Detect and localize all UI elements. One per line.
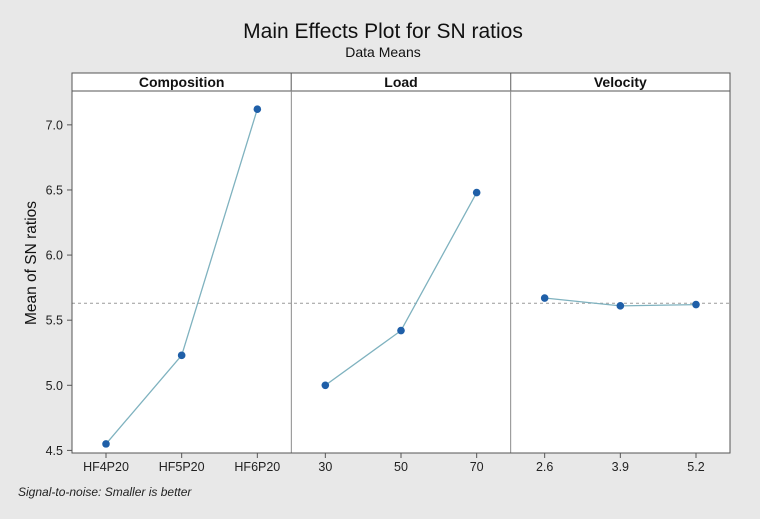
y-tick-label: 4.5 [46, 444, 63, 458]
data-point [540, 294, 549, 302]
plot-frame [71, 72, 731, 454]
panel-label: Load [384, 74, 417, 90]
y-tick-label: 6.5 [46, 183, 63, 197]
panel-label: Velocity [594, 74, 647, 90]
y-tick-label: 5.5 [46, 314, 63, 328]
chart-subtitle: Data Means [345, 44, 420, 60]
x-tick-label: HF5P20 [159, 460, 205, 474]
y-axis-label: Mean of SN ratios [23, 201, 40, 325]
x-tick-label: 30 [318, 460, 332, 474]
data-point [397, 326, 405, 335]
data-point [321, 381, 330, 390]
x-tick-label: 2.6 [536, 460, 553, 474]
panels: Composition HF4P20 HF5P20 HF6P20 Load 30 50 70 V… [71, 72, 731, 474]
data-point [692, 300, 700, 309]
x-tick-label: 3.9 [612, 460, 629, 474]
x-tick-label: 50 [394, 460, 408, 474]
data-point [616, 302, 625, 310]
y-axis: 4.5 5.0 5.5 6.0 6.5 7.0 [46, 118, 72, 458]
data-point [102, 440, 110, 448]
x-tick-label: 70 [470, 460, 484, 474]
y-tick-label: 7.0 [46, 118, 63, 132]
footnote: Signal-to-noise: Smaller is better [18, 485, 192, 499]
data-point [253, 105, 262, 114]
x-tick-label: 5.2 [687, 460, 704, 474]
y-tick-label: 5.0 [46, 379, 63, 393]
x-tick-label: HF6P20 [234, 460, 280, 474]
plot-area [71, 72, 731, 454]
data-point [472, 188, 481, 197]
data-point [177, 351, 186, 360]
panel-label: Composition [139, 74, 225, 90]
x-tick-label: HF4P20 [83, 460, 129, 474]
chart-title: Main Effects Plot for SN ratios [243, 20, 523, 43]
y-tick-label: 6.0 [46, 249, 63, 263]
